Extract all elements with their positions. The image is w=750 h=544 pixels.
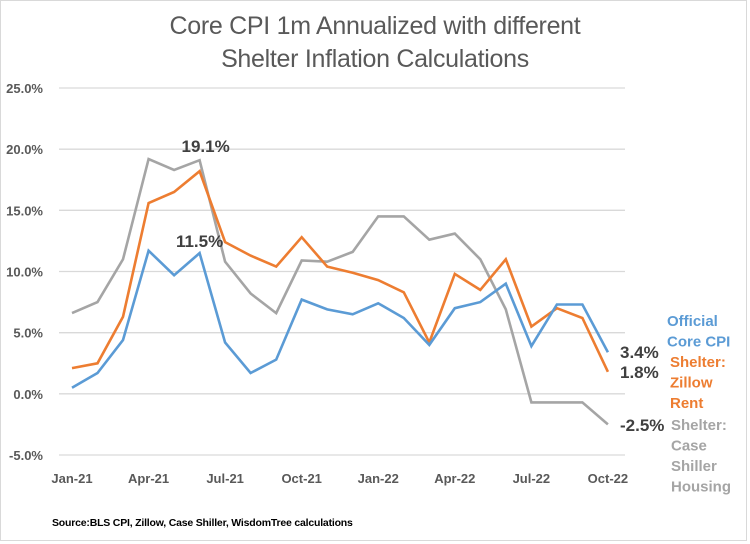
x-tick-label: Jul-21 — [206, 471, 244, 486]
legend-entry-text: Shelter: — [670, 354, 726, 371]
end-value-label: 3.4% — [620, 343, 659, 362]
y-tick-label: 20.0% — [6, 142, 43, 157]
end-value-label: 1.8% — [620, 363, 659, 382]
legend-entry-text: Core CPI — [667, 334, 730, 351]
series-line-official-core-cpi — [71, 248, 610, 389]
x-tick-label: Apr-22 — [434, 471, 475, 486]
legend-entry-text: Shelter: — [671, 417, 727, 434]
source-note: Source:BLS CPI, Zillow, Case Shiller, Wi… — [52, 517, 353, 529]
legend-entry-text: Rent — [670, 395, 703, 412]
end-value-label: -2.5% — [620, 416, 664, 435]
x-tick-label: Jul-22 — [513, 471, 551, 486]
annotation-label: 11.5% — [176, 232, 223, 251]
y-tick-label: -5.0% — [9, 448, 43, 463]
series-line-shelter-zillow-rent — [71, 169, 610, 373]
chart-title-line-1: Core CPI 1m Annualized with different — [169, 12, 581, 40]
y-axis-ticks: 25.0% 20.0% 15.0% 10.0% 5.0% 0.0% -5.0% — [6, 81, 43, 463]
y-tick-label: 25.0% — [6, 81, 43, 96]
x-axis-ticks: Jan-21 Apr-21 Jul-21 Oct-21 Jan-22 Apr-22 Jul-… — [51, 471, 628, 486]
legend-entry-text: Housing — [671, 479, 731, 496]
y-tick-label: 15.0% — [6, 203, 43, 218]
legend-entry-text: Zillow — [670, 375, 713, 392]
y-tick-label: 10.0% — [6, 265, 43, 280]
series-line-shelter-case-shiller-housing — [71, 157, 609, 426]
series-lines — [71, 157, 610, 426]
legend-entry-text: Shiller — [671, 458, 717, 475]
x-tick-label: Oct-22 — [588, 471, 628, 486]
x-tick-label: Jan-21 — [51, 471, 92, 486]
legend-entry-text: Official — [667, 313, 718, 330]
annotations: 19.1% 11.5% 3.4%1.8% -2.5% — [176, 137, 664, 435]
annotation-label: 19.1% — [181, 137, 229, 156]
chart-title-line-2: Shelter Inflation Calculations — [221, 45, 529, 73]
legend: Official Core CPI Shelter: Zillow Rent Shelte… — [667, 313, 731, 496]
x-tick-label: Jan-22 — [358, 471, 399, 486]
y-tick-label: 5.0% — [13, 326, 43, 341]
y-tick-label: 0.0% — [13, 387, 43, 402]
legend-entry-text: Case — [671, 438, 707, 455]
gridlines — [59, 87, 625, 456]
x-tick-label: Apr-21 — [128, 471, 169, 486]
x-tick-label: Oct-21 — [281, 471, 321, 486]
